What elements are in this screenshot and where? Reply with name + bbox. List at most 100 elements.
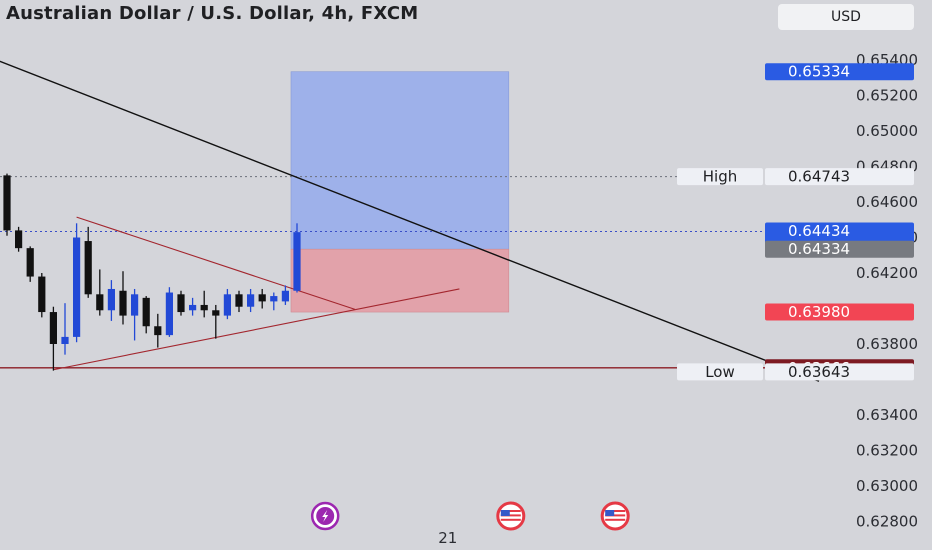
price-tag: 0.65334 [765,63,914,81]
candle-body [38,276,46,313]
time-axis[interactable]: 2128 [438,529,932,547]
candle [235,290,243,313]
candle-body [15,230,23,249]
candle-body [223,294,231,316]
candle [119,271,127,325]
candle-body [247,294,255,307]
candle [38,273,46,318]
price-tags: 0.653340.64743High0.6443401:05:440.64334… [677,63,914,381]
candle [131,288,139,341]
flag-stripe [500,514,521,517]
lightning-icon[interactable] [310,501,340,531]
flag-canton [605,510,615,516]
descending-trendline[interactable] [0,37,820,382]
price-tag-value: 0.63643 [788,363,850,381]
price-tag: 0.64334 [765,240,914,258]
price-tick-label: 0.63200 [856,442,918,460]
candle [293,223,301,293]
flag-stripe [605,514,626,517]
candle-body [96,294,104,311]
candle-body [142,297,150,327]
time-tick-label: 21 [438,529,457,547]
price-tick-label: 0.64600 [856,193,918,211]
candle [142,296,150,334]
price-tag-box [765,168,914,186]
candle-body [200,304,208,311]
candle-body [270,296,278,302]
price-tick-label: 0.64200 [856,264,918,282]
candle-body [61,336,69,344]
loss-zone[interactable] [290,248,510,313]
price-tag-box [765,303,914,321]
position-zones[interactable] [290,71,510,313]
candle-body [84,241,92,295]
candle-body [281,290,289,302]
candle [247,288,255,313]
candle [49,306,57,371]
flag-stripe [500,518,521,521]
price-tag: 0.63980 [765,303,914,321]
event-markers[interactable] [310,501,630,531]
price-tick-label: 0.65000 [856,122,918,140]
side-label-text: High [703,168,737,186]
candle [281,285,289,305]
candle-body [212,310,220,316]
flag-stripe [500,510,521,512]
candle-body [258,294,266,302]
candle [96,269,104,316]
currency-button[interactable]: USD [778,4,914,30]
price-axis[interactable]: 0.654000.652000.650000.648000.646000.644… [856,51,918,531]
flag-stripe [605,518,626,521]
price-tag-box [765,240,914,258]
price-tag-box [765,63,914,81]
candle-body [235,294,243,307]
side-label-box [677,363,763,381]
side-label-box [677,168,763,186]
drawing-lines[interactable] [0,37,820,382]
triangle-lower-line[interactable] [53,288,460,371]
candle [61,303,69,355]
candle [107,280,115,321]
candle-body [3,175,11,231]
candle-body [119,290,127,316]
candles [3,173,301,371]
price-tag-value: 0.65334 [788,63,850,81]
chart-title: Australian Dollar / U.S. Dollar, 4h, FXC… [6,3,419,24]
candle [84,226,92,298]
price-tick-label: 0.65200 [856,87,918,105]
triangle-upper-line[interactable] [76,216,356,310]
flag-canton [500,510,510,516]
candle [26,246,34,282]
candle [189,297,197,316]
candle-body [73,237,81,337]
price-tag: 0.64743 High [677,168,914,186]
us-flag-icon[interactable] [496,501,526,531]
profit-zone[interactable] [290,71,510,250]
candle [73,223,81,343]
price-tag: 0.63643 Low [677,363,914,381]
candle-body [107,288,115,311]
candle [212,304,220,339]
candle [3,173,11,236]
candle-body [165,292,173,336]
candle [15,226,23,252]
candle-body [154,326,162,336]
side-label-text: Low [705,363,735,381]
candle-body [26,248,34,277]
price-tick-label: 0.62800 [856,513,918,531]
price-tick-label: 0.63400 [856,406,918,424]
candle-body [177,294,185,313]
price-tag-value: 0.64743 [788,168,850,186]
candle [177,290,185,316]
price-tag-value: 0.63980 [788,303,850,321]
us-flag-icon[interactable] [600,501,630,531]
price-tick-label: 0.63000 [856,477,918,495]
candle-body [189,304,197,311]
candle [270,292,278,311]
lightning-glyph [322,510,329,522]
candle [200,290,208,318]
candle [258,288,266,309]
price-tag-value: 0.64334 [788,240,850,258]
candle-body [293,232,301,291]
